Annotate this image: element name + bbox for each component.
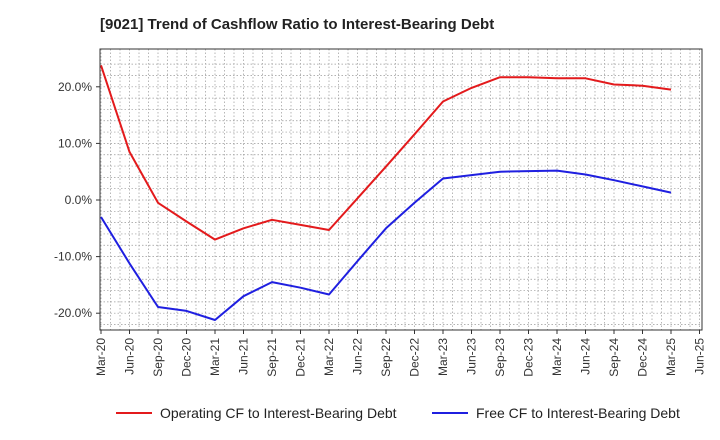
x-tick-label: Mar-24 [550, 338, 564, 376]
x-tick-label: Sep-22 [379, 338, 393, 377]
x-tick-labels: Mar-20 Jun-20 Sep-20 Dec-20 Mar-21 Jun-21 Sep-… [94, 330, 707, 377]
x-tick-label: Jun-24 [579, 338, 593, 375]
legend-item-operating-cf: Operating CF to Interest-Bearing Debt [116, 405, 397, 421]
x-tick-label: Jun-25 [693, 338, 707, 375]
x-tick-label: Dec-20 [180, 338, 194, 377]
y-tick-label: 20.0% [58, 80, 92, 94]
y-tick-label: 0.0% [65, 193, 93, 207]
x-tick-label: Dec-23 [522, 338, 536, 377]
legend-swatch-free-cf [432, 412, 468, 414]
x-tick-label: Sep-24 [607, 338, 621, 377]
x-tick-label: Sep-21 [265, 338, 279, 377]
x-tick-label: Mar-23 [436, 338, 450, 376]
x-tick-label: Dec-22 [408, 338, 422, 377]
x-tick-label: Sep-23 [493, 338, 507, 377]
chart-title: [9021] Trend of Cashflow Ratio to Intere… [100, 16, 495, 33]
x-tick-label: Jun-21 [237, 338, 251, 375]
x-tick-label: Mar-25 [664, 338, 678, 376]
legend-swatch-operating-cf [116, 412, 152, 414]
legend-item-free-cf: Free CF to Interest-Bearing Debt [432, 405, 680, 421]
legend-label-free-cf: Free CF to Interest-Bearing Debt [476, 405, 680, 421]
x-tick-label: Mar-20 [94, 338, 108, 376]
x-tick-label: Dec-24 [636, 338, 650, 377]
x-tick-label: Jun-23 [465, 338, 479, 375]
x-tick-label: Jun-20 [123, 338, 137, 375]
series-line-operating-cf [100, 64, 672, 241]
legend-label-operating-cf: Operating CF to Interest-Bearing Debt [160, 405, 397, 421]
x-tick-label: Mar-22 [322, 338, 336, 376]
x-tick-label: Dec-21 [294, 338, 308, 377]
y-tick-label: -10.0% [54, 250, 92, 264]
legend: Operating CF to Interest-Bearing Debt Fr… [0, 405, 720, 425]
plot-frame [99, 48, 703, 331]
x-tick-label: Jun-22 [351, 338, 365, 375]
x-tick-label: Sep-20 [151, 338, 165, 377]
grid-lines [100, 49, 702, 330]
series-lines [100, 64, 672, 321]
series-line-free-cf [100, 169, 672, 321]
axes [99, 48, 703, 331]
y-tick-label: -20.0% [54, 306, 92, 320]
y-tick-labels: 20.0% 10.0% 0.0% -10.0% -20.0% [54, 80, 100, 320]
x-tick-label: Mar-21 [208, 338, 222, 376]
y-tick-label: 10.0% [58, 136, 92, 150]
